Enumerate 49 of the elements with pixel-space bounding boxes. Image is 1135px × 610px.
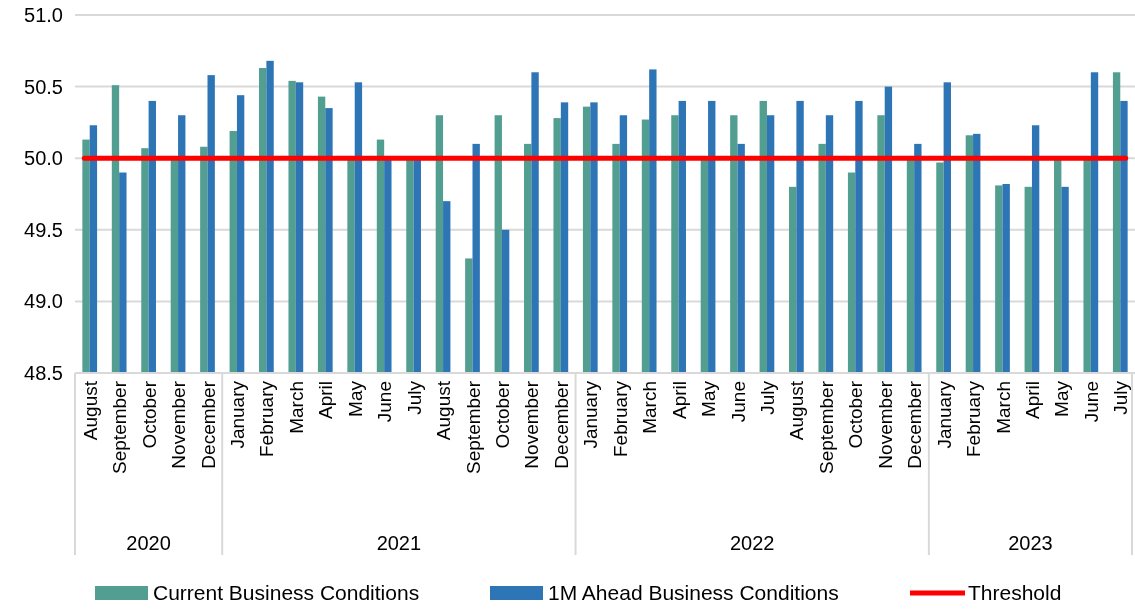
x-tick-label: October [845, 380, 867, 449]
x-tick-label: July [756, 380, 778, 415]
text: 2023 [1008, 532, 1053, 554]
x-tick-label: January [580, 380, 602, 449]
x-tick-label: September [462, 380, 484, 474]
x-tick-label: February [256, 380, 278, 458]
legend-label: Threshold [968, 581, 1062, 605]
x-tick-label: June [727, 381, 749, 423]
x-tick-label: August [79, 380, 101, 441]
x-tick-label: April [668, 381, 690, 420]
x-tick-label: November [874, 380, 896, 469]
y-tick-label: 50.5 [24, 75, 63, 98]
x-tick-label: March [285, 381, 307, 434]
legend-label: Current Business Conditions [153, 581, 420, 605]
x-tick-label: February [609, 380, 631, 458]
text: 2020 [126, 532, 171, 554]
x-tick-label: March [639, 381, 661, 434]
x-tick-label: November [521, 380, 543, 469]
y-tick-label: 50.0 [24, 147, 63, 170]
x-tick-label: December [197, 380, 219, 469]
x-tick-label: January [933, 380, 955, 449]
x-tick-label: March [992, 381, 1014, 434]
x-tick-label: February [963, 380, 985, 458]
x-tick-label: April [1021, 381, 1043, 420]
text: 2022 [729, 532, 775, 554]
text: 2021 [376, 532, 422, 554]
x-tick-label: June [1080, 381, 1102, 423]
x-tick-label: December [550, 380, 572, 469]
y-tick-label: 51.0 [24, 4, 63, 26]
x-tick-label: May [1051, 380, 1073, 417]
x-tick-label: September [815, 380, 837, 474]
x-tick-label: November [168, 380, 190, 469]
x-tick-label: August [786, 380, 808, 441]
x-tick-label: May [344, 380, 366, 417]
x-tick-label: May [698, 380, 720, 417]
y-tick-label: 49.5 [24, 218, 63, 241]
x-tick-label: October [491, 380, 513, 449]
x-tick-label: August [433, 380, 455, 441]
x-tick-label: January [226, 380, 248, 449]
x-tick-label: July [1110, 380, 1132, 415]
y-tick-label: 49.0 [24, 290, 63, 313]
x-tick-label: October [138, 380, 160, 449]
x-tick-label: June [374, 381, 396, 423]
x-tick-label: April [315, 381, 337, 420]
y-tick-label: 48.5 [24, 362, 63, 384]
legend-label: 1M Ahead Business Conditions [548, 581, 839, 605]
x-tick-label: December [904, 380, 926, 469]
x-tick-label: September [109, 380, 131, 474]
x-tick-label: July [403, 380, 425, 415]
